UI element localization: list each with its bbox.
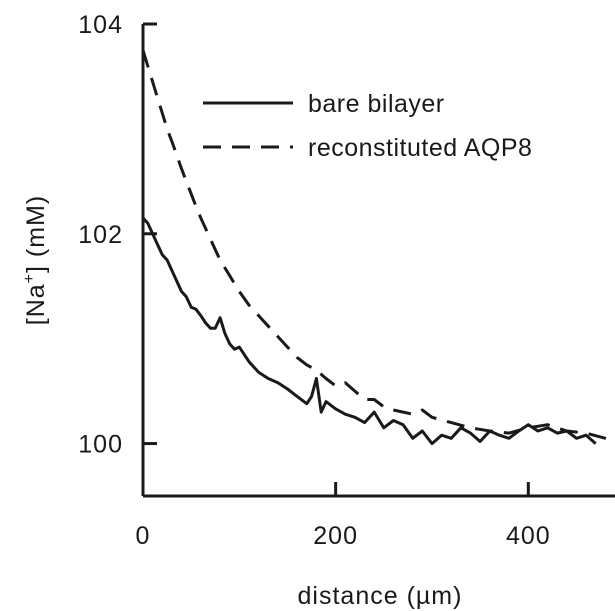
x-tick-label: 0 (136, 522, 151, 550)
series-line-bare-bilayer (141, 216, 597, 446)
tick-layer: 100 102 104 0 200 400 (78, 11, 551, 550)
x-tick-label: 400 (506, 522, 551, 550)
series-layer (141, 49, 615, 446)
y-tick-label: 104 (78, 11, 123, 39)
legend: bare bilayer reconstituted AQP8 (203, 90, 532, 162)
x-axis-title: distance (µm) (298, 582, 463, 610)
x-tick-label: 200 (313, 522, 358, 550)
legend-label-bare-bilayer: bare bilayer (308, 90, 445, 118)
y-tick-label: 102 (78, 221, 123, 249)
y-axis-title-suffix: ] (mM) (22, 195, 50, 273)
series-line-reconstituted-aqp8 (141, 49, 615, 443)
legend-label-reconstituted-aqp8: reconstituted AQP8 (308, 134, 532, 162)
y-axis-title-sup: + (21, 273, 38, 283)
y-axis-title: [Na+] (mM) (21, 195, 50, 325)
y-axis-title-prefix: [Na (22, 283, 50, 325)
y-tick-label: 100 (78, 431, 123, 459)
